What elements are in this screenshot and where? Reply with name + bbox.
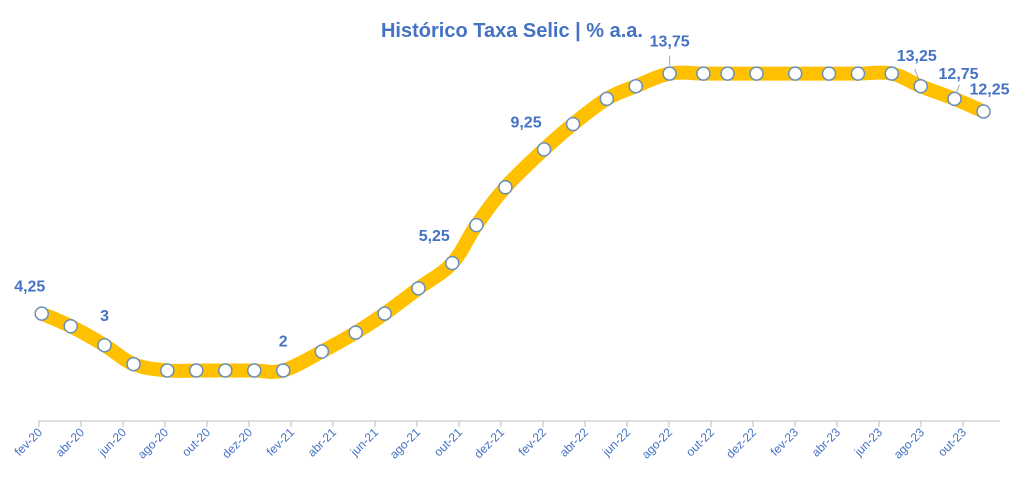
x-tick-label: abr-20 (53, 425, 88, 460)
x-tick-label: fev-20 (12, 425, 46, 459)
x-tick-label: ago-22 (639, 425, 676, 462)
data-point (126, 356, 141, 372)
data-point (565, 116, 581, 132)
x-tick-label: ago-23 (891, 425, 928, 462)
x-tick-label: dez-21 (471, 425, 507, 461)
x-tick-label: jun-22 (599, 425, 633, 459)
data-point (34, 306, 50, 321)
data-point (913, 78, 928, 94)
data-point (63, 319, 78, 334)
data-point (348, 325, 363, 340)
x-tick-label: jun-20 (95, 425, 129, 459)
x-tick-label: fev-22 (516, 425, 550, 459)
data-point (976, 104, 991, 119)
data-point (97, 337, 112, 353)
data-point (189, 363, 204, 378)
x-tick-label: ago-21 (387, 425, 424, 462)
chart-title: Histórico Taxa Selic | % a.a. (380, 20, 643, 42)
data-point (275, 363, 291, 378)
x-tick-label: dez-20 (219, 425, 255, 461)
data-point (787, 66, 803, 81)
data-point (498, 180, 513, 195)
data-label: 12,25 (970, 81, 1010, 98)
data-point (662, 66, 677, 81)
data-point (599, 91, 615, 107)
data-point (821, 66, 837, 81)
x-tick-label: ago-20 (135, 425, 172, 462)
data-label: 9,25 (510, 114, 541, 131)
data-label: 3 (100, 308, 109, 325)
x-tick-label: out-20 (179, 425, 213, 459)
x-tick-label: out-23 (935, 425, 969, 459)
data-point (884, 66, 900, 81)
data-point (314, 344, 330, 359)
data-point (469, 217, 484, 233)
data-label: 12,75 (939, 66, 979, 83)
x-tick-label: jun-23 (851, 425, 885, 459)
data-point (160, 363, 175, 378)
x-tick-label: abr-22 (557, 425, 592, 460)
data-label: 4,25 (14, 279, 45, 296)
data-label: 5,25 (419, 228, 450, 245)
data-label: 2 (279, 333, 288, 350)
data-point (411, 281, 426, 296)
data-label: 13,75 (650, 34, 690, 51)
data-point (628, 78, 644, 94)
x-tick-label: fev-23 (768, 425, 802, 459)
x-tick-label: dez-22 (723, 425, 759, 461)
x-axis-ticks: fev-20 abr-20 jun-20 ago-20 out-20 dez-20 fev-… (12, 421, 969, 462)
data-point (218, 363, 233, 378)
label-leader-line (914, 69, 920, 80)
data-point (247, 363, 262, 378)
data-point (696, 66, 711, 81)
data-label: 13,25 (897, 48, 937, 65)
data-point (850, 66, 866, 81)
x-tick-label: out-22 (683, 425, 717, 459)
data-point (720, 66, 735, 81)
data-point (536, 142, 552, 157)
data-point (445, 255, 460, 271)
label-leader-line (956, 84, 961, 93)
x-tick-label: jun-21 (347, 425, 381, 459)
x-tick-label: abr-21 (305, 425, 340, 460)
x-tick-label: fev-21 (264, 425, 298, 459)
data-points (34, 66, 991, 378)
data-point (947, 91, 962, 107)
x-tick-label: abr-23 (809, 425, 844, 460)
data-point (749, 66, 764, 81)
x-tick-label: out-21 (431, 425, 465, 459)
data-point (377, 306, 392, 321)
